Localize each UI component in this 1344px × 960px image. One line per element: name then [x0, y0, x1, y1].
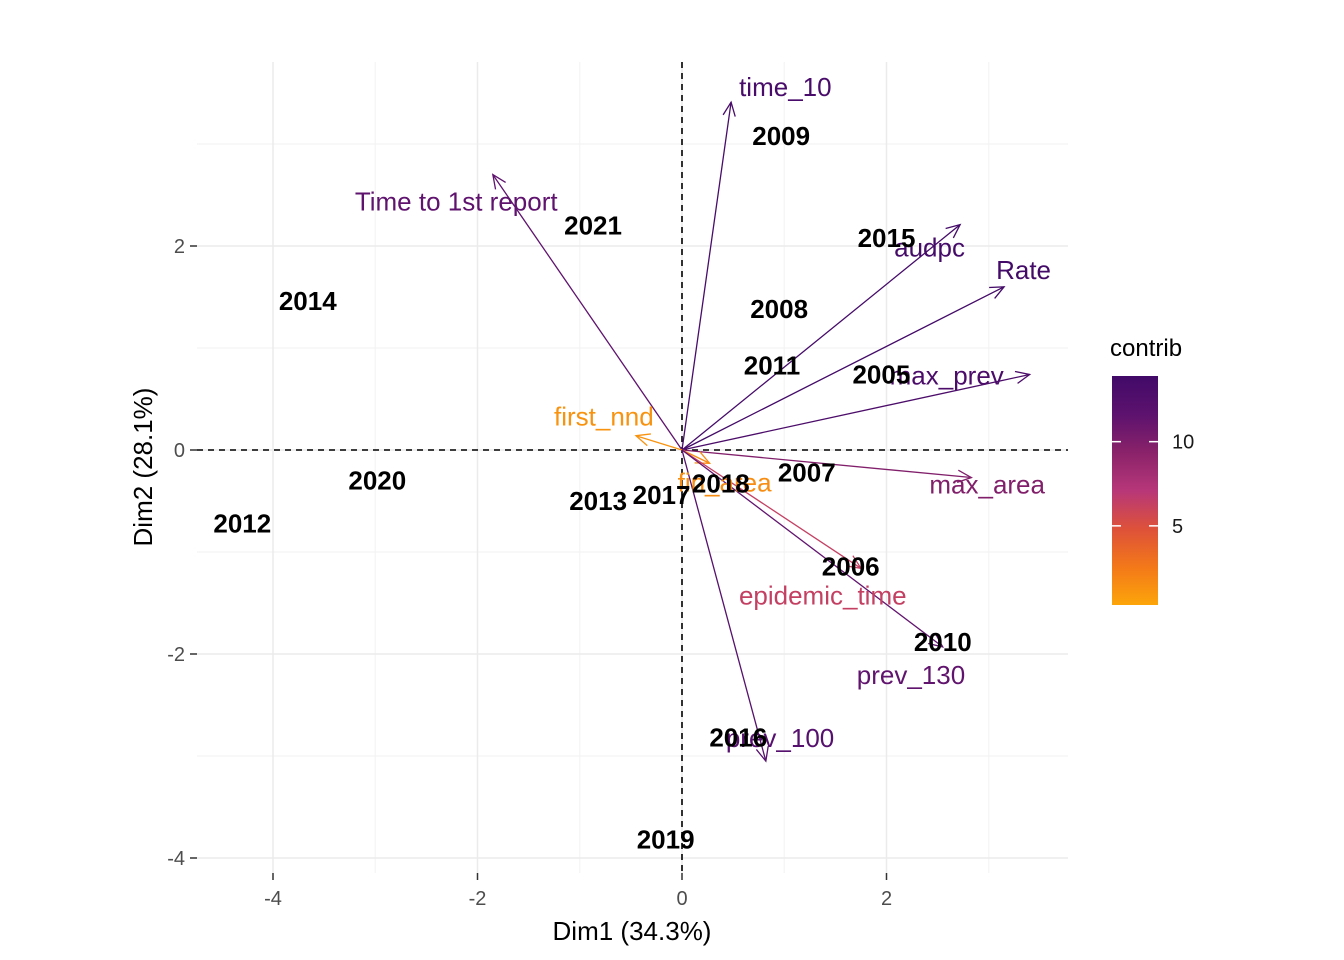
individual-label: 2021: [564, 211, 622, 241]
legend-tick-label: 5: [1172, 516, 1183, 538]
variable-label: prev_130: [857, 660, 965, 690]
variable-label: audpc: [894, 233, 965, 263]
arrow-first_nnd: [635, 435, 683, 451]
y-tick-label: 2: [174, 236, 185, 258]
y-axis-label: Dim2 (28.1%): [128, 388, 158, 547]
arrow-head: [1014, 370, 1032, 384]
individual-label: 2019: [637, 825, 695, 855]
individual-label: 2018: [692, 469, 750, 499]
variable-label: max_area: [929, 470, 1045, 500]
x-axis-label: Dim1 (34.3%): [553, 916, 712, 946]
arrow-head: [989, 286, 1006, 299]
individual-label: 2009: [752, 121, 810, 151]
individual-label: 2014: [279, 286, 337, 316]
reference-lines: [197, 62, 1068, 873]
arrow-head: [755, 746, 769, 763]
y-tick-label: 0: [174, 440, 185, 462]
arrow-head: [956, 469, 973, 483]
arrow-head: [634, 433, 651, 447]
legend-title: contrib: [1110, 335, 1182, 362]
variable-label: prev_100: [726, 723, 834, 753]
arrow-head: [945, 223, 962, 239]
variable-label: first_nnd: [554, 402, 654, 432]
individual-label: 2011: [744, 350, 800, 380]
arrow-time-to-1st-report: [492, 174, 683, 451]
individual-label: 2005: [852, 360, 910, 390]
variable-label: fin_area: [678, 467, 772, 497]
x-tick-label: -4: [264, 888, 282, 910]
variable-label: time_10: [739, 72, 832, 102]
minor-gridlines: [197, 62, 1068, 873]
arrow-prev_100: [681, 449, 767, 762]
individual-label: 2006: [822, 551, 880, 581]
variable-label: Rate: [996, 255, 1051, 285]
contrib-legend: contrib 5 10: [1110, 335, 1194, 605]
arrow-prev_130: [681, 449, 944, 648]
arrow-epidemic_time: [681, 449, 862, 569]
arrow-max_prev: [681, 373, 1030, 451]
y-tick-label: -2: [167, 644, 185, 666]
axes: -4 -2 0 2 -4 -2 0 2: [167, 236, 892, 910]
individual-label: 2020: [348, 466, 406, 496]
arrow-head: [846, 555, 863, 570]
variable-label: Time to 1st report: [355, 187, 559, 217]
individual-label: 2016: [709, 723, 767, 753]
arrow-fin_area: [681, 449, 710, 464]
major-gridlines: [197, 62, 1068, 873]
x-tick-label: 0: [676, 888, 687, 910]
x-tick-label: -2: [469, 888, 487, 910]
arrow-head: [927, 633, 945, 648]
legend-colorbar: [1112, 376, 1158, 605]
individual-label: 2015: [858, 223, 916, 253]
arrow-audpc: [681, 224, 961, 451]
arrow-rate: [681, 286, 1005, 451]
variable-label: max_prev: [890, 361, 1004, 391]
individual-label: 2010: [914, 627, 972, 657]
legend-ticks: 5 10: [1112, 432, 1194, 538]
x-tick-label: 2: [881, 888, 892, 910]
individual-label: 2017: [633, 480, 691, 510]
individual-label: 2012: [213, 508, 271, 538]
individual-label: 2013: [569, 486, 627, 516]
variable-labels: time_10 Time to 1st report audpc Rate max_pr…: [355, 72, 1051, 753]
arrow-head: [491, 173, 506, 190]
arrow-time_10: [681, 102, 732, 451]
legend-tick-label: 10: [1172, 432, 1194, 454]
variable-label: epidemic_time: [739, 580, 907, 610]
arrow-max_area: [681, 449, 972, 479]
individual-labels: 2005 2006 2007 2008 2009 2010 2011 2012 2013 2014…: [213, 121, 971, 855]
individual-label: 2007: [778, 457, 836, 487]
arrow-head: [722, 100, 736, 117]
variable-arrows: [491, 100, 1032, 763]
individual-label: 2008: [750, 294, 808, 324]
y-tick-label: -4: [167, 848, 185, 870]
